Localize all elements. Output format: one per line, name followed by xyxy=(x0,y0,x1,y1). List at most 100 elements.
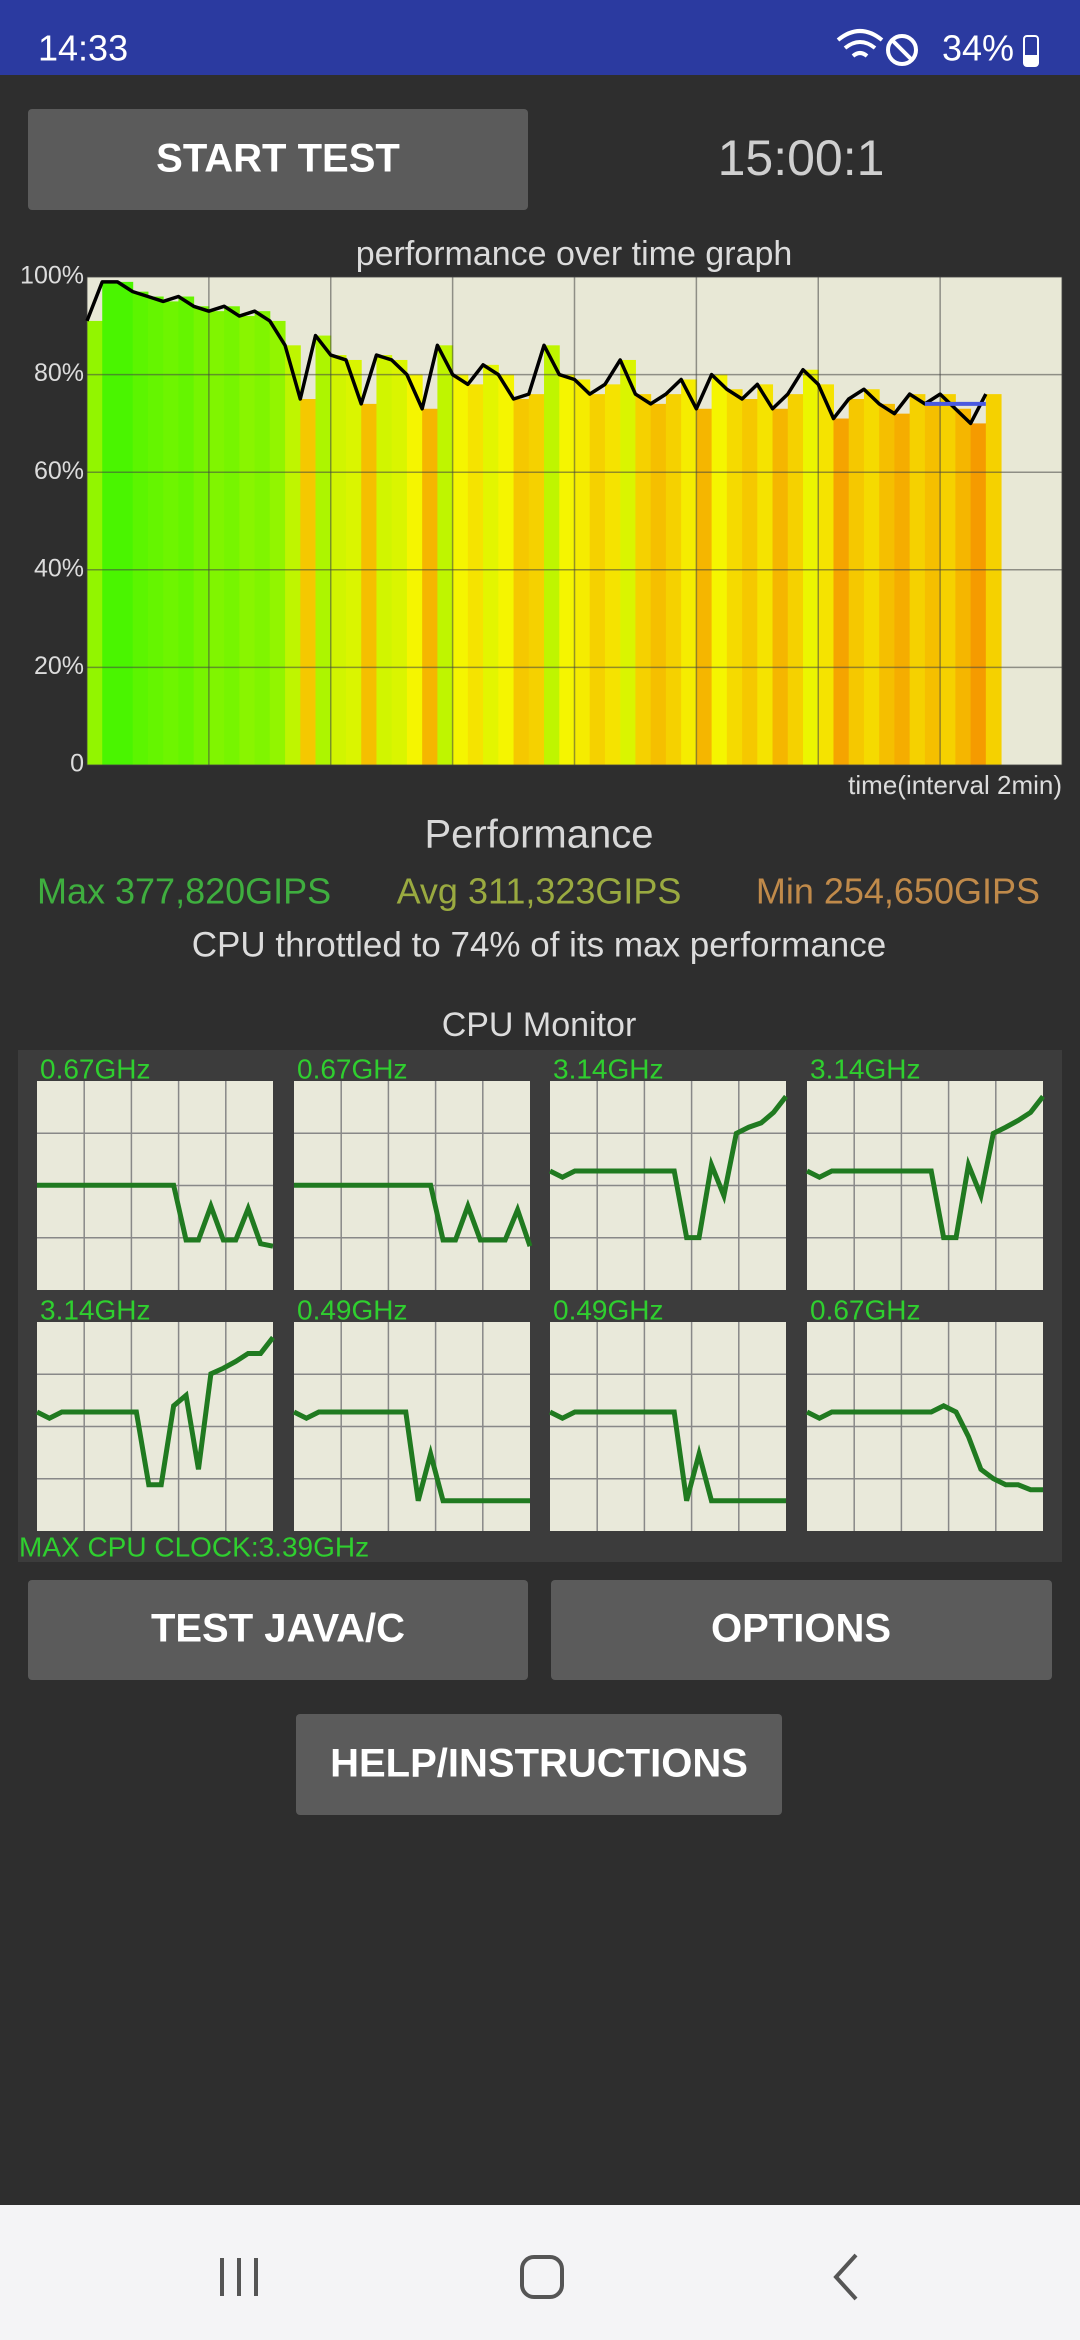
performance-strip xyxy=(604,384,621,765)
performance-title: Performance xyxy=(425,813,654,857)
performance-strip xyxy=(254,311,271,765)
test-java-button[interactable] xyxy=(28,1580,528,1680)
plot: 0 20% 40% 60% 80% 100% xyxy=(20,262,1063,778)
performance-strip xyxy=(422,408,438,765)
y-tick-label: 80% xyxy=(34,359,84,387)
start-test-button[interactable] xyxy=(28,109,528,210)
performance-strip xyxy=(117,281,134,765)
performance-line xyxy=(85,280,988,426)
y-tick-label: 60% xyxy=(34,457,84,485)
performance-strip xyxy=(315,335,332,765)
performance-strip xyxy=(269,320,286,765)
performance-strip xyxy=(833,418,850,765)
performance-strip xyxy=(224,306,240,765)
performance-strip xyxy=(924,403,941,765)
performance-strip xyxy=(970,423,987,765)
performance-strip xyxy=(163,301,179,765)
y-tick-label: 40% xyxy=(34,554,84,582)
recents-button[interactable] xyxy=(220,2258,258,2296)
performance-strip xyxy=(955,408,972,765)
chart-title: performance over time graph xyxy=(356,235,793,273)
core-frequency-line xyxy=(35,1335,275,1488)
help-label[interactable]: HELP/INSTRUCTIONS xyxy=(330,1742,748,1786)
performance-strip xyxy=(208,311,225,765)
performance-strip xyxy=(87,320,103,765)
dnd-icon xyxy=(886,34,918,66)
performance-strip xyxy=(437,345,454,765)
performance-strip xyxy=(391,359,408,765)
performance-strip xyxy=(147,296,164,765)
core-frequency-label: 0.67GHz xyxy=(40,1053,151,1084)
performance-strip xyxy=(285,345,301,765)
throttle-summary: CPU throttled to 74% of its max performa… xyxy=(192,925,886,964)
performance-strip xyxy=(620,359,636,765)
back-button[interactable] xyxy=(833,2253,858,2301)
performance-strip xyxy=(894,413,911,765)
start-test-label[interactable]: START TEST xyxy=(156,137,400,181)
performance-strip xyxy=(544,345,560,765)
options-button[interactable] xyxy=(551,1580,1052,1680)
performance-strip xyxy=(467,384,484,765)
core-frequency-line xyxy=(548,1094,788,1241)
performance-strip xyxy=(650,403,667,765)
battery-icon xyxy=(1023,35,1039,67)
options-label[interactable]: OPTIONS xyxy=(711,1607,891,1651)
core-frequency-label: 3.14GHz xyxy=(40,1294,151,1325)
performance-strip xyxy=(787,394,804,765)
performance-strip xyxy=(726,389,743,765)
max-performance: Max 377,820GIPS xyxy=(37,871,331,912)
performance-strip xyxy=(909,394,926,765)
core-frequency-line xyxy=(805,1403,1043,1493)
performance-strip xyxy=(193,306,210,765)
performance-strip xyxy=(376,355,393,765)
core-frequency-label: 3.14GHz xyxy=(553,1053,664,1084)
core-frequency-label: 0.67GHz xyxy=(297,1053,408,1084)
performance-strip xyxy=(589,394,606,765)
performance-strip xyxy=(681,379,697,765)
y-tick-label: 100% xyxy=(20,262,84,290)
help-button[interactable] xyxy=(296,1714,782,1815)
performance-strip xyxy=(696,408,713,765)
timer: 15:00:1 xyxy=(718,130,885,186)
y-tick-label: 20% xyxy=(34,652,84,680)
performance-strip xyxy=(178,296,195,765)
cpu-cores: 0.67GHz 0.67GHz 3.14GHz 3.14GHz 3.14GHz 0.49G… xyxy=(35,1053,1045,1531)
test-java-label[interactable]: TEST JAVA/C xyxy=(151,1607,405,1651)
cpu-monitor-title: CPU Monitor xyxy=(442,1006,637,1044)
performance-strip xyxy=(742,399,758,765)
core-frequency-line xyxy=(294,1182,533,1248)
status-bar xyxy=(0,0,1080,75)
performance-strip xyxy=(239,316,256,765)
performance-strip xyxy=(665,394,682,765)
core-frequency-label: 0.67GHz xyxy=(810,1294,921,1325)
navigation-bar xyxy=(0,2205,1080,2340)
core-frequency-label: 0.49GHz xyxy=(553,1294,664,1325)
performance-strip xyxy=(574,379,591,765)
avg-performance: Avg 311,323GIPS xyxy=(397,871,682,912)
performance-strip xyxy=(300,399,317,765)
performance-strip xyxy=(132,291,149,765)
performance-strip xyxy=(345,359,362,765)
core-frequency-line xyxy=(292,1409,530,1504)
battery-level: 34% xyxy=(942,28,1014,69)
home-button[interactable] xyxy=(520,2255,564,2299)
performance-strip xyxy=(483,364,499,765)
performance-strip xyxy=(102,281,118,765)
core-frequency-line xyxy=(37,1182,274,1249)
clock: 14:33 xyxy=(38,28,128,69)
wifi-icon xyxy=(836,29,884,58)
performance-strip xyxy=(818,384,834,765)
core-frequency-line xyxy=(548,1409,786,1504)
performance-strip xyxy=(879,403,895,765)
core-frequency-label: 3.14GHz xyxy=(810,1053,921,1084)
performance-strip xyxy=(528,394,545,765)
performance-strip xyxy=(848,399,865,765)
core-frequency-label: 0.49GHz xyxy=(297,1294,408,1325)
core-frequency-line xyxy=(805,1094,1045,1241)
performance-strip xyxy=(513,399,530,765)
performance-strip xyxy=(330,355,347,765)
performance-strip xyxy=(803,369,819,765)
